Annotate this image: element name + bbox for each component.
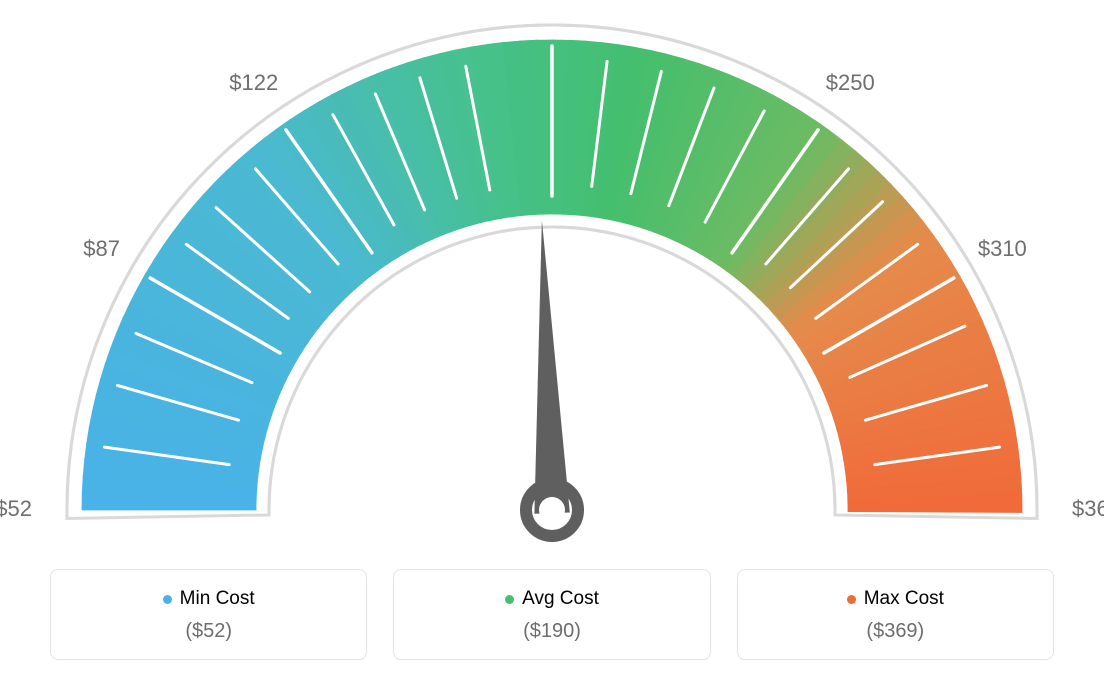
gauge-chart: $52$87$122$190$250$310$369 [0,0,1104,560]
svg-text:$369: $369 [1072,496,1104,521]
legend-card-avg: Avg Cost ($190) [393,569,710,660]
legend-title-min: Min Cost [163,588,255,610]
legend-card-max: Max Cost ($369) [737,569,1054,660]
legend-value-max: ($369) [748,620,1043,643]
legend-value-avg: ($190) [404,620,699,643]
legend-dot-max [847,595,856,604]
svg-text:$87: $87 [83,236,120,261]
legend-dot-min [163,595,172,604]
legend-label-min: Min Cost [180,588,255,610]
legend-title-max: Max Cost [847,588,944,610]
legend-card-min: Min Cost ($52) [50,569,367,660]
legend-label-avg: Avg Cost [522,588,599,610]
legend-value-min: ($52) [61,620,356,643]
legend-dot-avg [505,595,514,604]
svg-text:$52: $52 [0,496,32,521]
legend-row: Min Cost ($52) Avg Cost ($190) Max Cost … [50,569,1054,660]
legend-title-avg: Avg Cost [505,588,599,610]
svg-text:$310: $310 [978,236,1027,261]
svg-text:$122: $122 [229,70,278,95]
svg-text:$250: $250 [826,70,875,95]
legend-label-max: Max Cost [864,588,944,610]
gauge-svg: $52$87$122$190$250$310$369 [0,0,1104,560]
